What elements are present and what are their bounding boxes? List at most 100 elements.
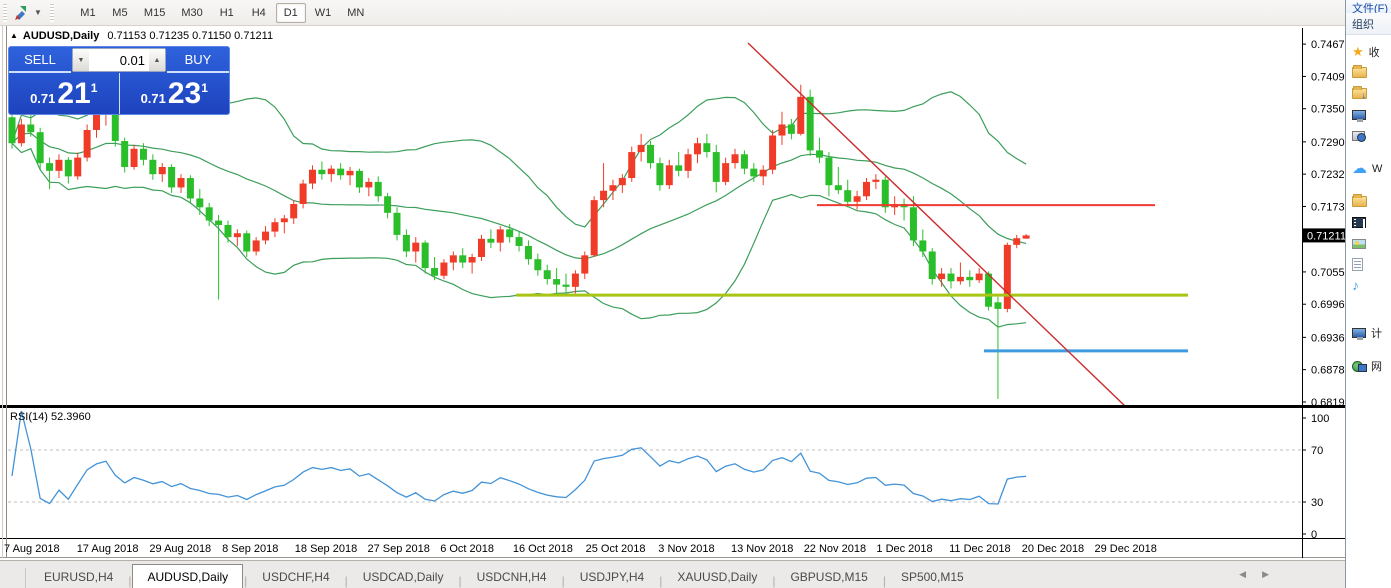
candle [496,226,504,252]
candle [27,113,35,137]
tab-USDCAD-Daily[interactable]: USDCAD,Daily [362,570,444,584]
timeframe-button-D1[interactable]: D1 [275,2,306,23]
timeframe-button-MN[interactable]: MN [347,6,365,19]
date-axis-label: 8 Sep 2018 [222,543,278,555]
candle [825,152,833,197]
tab-USDCNH-H4[interactable]: USDCNH,H4 [476,570,547,584]
explorer-item-label: 计 [1371,327,1382,340]
candle [844,179,852,208]
documents-icon [1352,258,1363,271]
bollinger-middle-band [11,132,1027,260]
explorer-file-menu[interactable]: 文件(F) [1346,0,1391,13]
timeframe-button-M5[interactable]: M5 [112,6,128,19]
explorer-item-computer[interactable]: 计 [1352,322,1391,343]
collapse-triangle-icon[interactable]: ▲ [10,31,18,40]
explorer-item-libraries[interactable] [1352,191,1391,212]
explorer-item-music[interactable]: ♪ [1352,275,1391,296]
sell-price-button[interactable]: 0.71 21 1 [9,73,120,114]
candle [834,166,842,195]
candle [581,251,589,280]
tab-AUDUSD-Daily[interactable]: AUDUSD,Daily [132,564,244,588]
explorer-item-folder[interactable] [1352,62,1391,83]
tab-scroll-left-icon[interactable]: ◀ [1239,569,1263,579]
explorer-item-recent[interactable] [1352,125,1391,146]
date-axis-label: 3 Nov 2018 [658,543,714,555]
candle [1013,234,1021,249]
date-axis-label: 16 Oct 2018 [513,543,573,555]
rsi-pane [8,410,1302,505]
timeframe-button-M1[interactable]: M1 [80,6,96,19]
rsi-axis-label: 100 [1311,413,1329,425]
candle [703,133,711,158]
chart-canvas[interactable]: 0.746750.740900.735050.729050.723200.717… [0,26,1345,560]
price-axis-label: 0.74675 [1311,39,1345,51]
candle [243,230,251,257]
date-axis-label: 6 Oct 2018 [440,543,494,555]
candle [553,268,561,296]
candle [252,237,260,256]
timeframe-group: M1 M5 M15 M30 H1 H4 D1 W1 MN [72,2,372,23]
chart-tool-dropdown-caret[interactable]: ▼ [34,8,42,17]
candle [46,157,54,190]
explorer-item-star[interactable]: ★ 收 [1352,41,1391,62]
candle [431,257,439,281]
rsi-indicator-label: RSI(14) 52.3960 [10,411,91,423]
explorer-item-label: W [1372,162,1383,175]
explorer-item-network[interactable]: 网 [1352,355,1391,376]
timeframe-button-W1[interactable]: W1 [314,6,332,19]
timeframe-button-H4[interactable]: H4 [251,6,266,19]
candle [534,253,542,276]
explorer-item-documents[interactable] [1352,254,1391,275]
tab-USDCHF-H4[interactable]: USDCHF,H4 [262,570,330,584]
buy-button[interactable]: BUY [167,47,229,73]
date-axis-label: 27 Sep 2018 [368,543,430,555]
candle [928,248,936,285]
price-axis-label: 0.68195 [1311,397,1345,409]
chart-cursor-tool-icon[interactable] [12,4,32,22]
volume-input[interactable] [89,49,149,71]
candle [224,220,232,243]
candle [731,148,739,169]
timeframe-button-M30[interactable]: M30 [181,6,203,19]
descending-trendline[interactable] [747,42,1127,407]
timeframe-button-M15[interactable]: M15 [143,6,166,19]
candle [806,89,814,156]
date-axis-label: 29 Aug 2018 [149,543,211,555]
candle [675,152,683,177]
candle [393,207,401,241]
candle [778,111,786,145]
buy-price-small: 0.71 [140,91,166,106]
tab-scroll-right-icon[interactable]: ▶ [1262,569,1285,579]
pictures-icon [1352,238,1366,249]
price-axis-label: 0.69965 [1311,299,1345,311]
sell-button[interactable]: SELL [9,47,71,73]
explorer-item-pictures[interactable] [1352,233,1391,254]
volume-decrease-button[interactable]: ▼ [73,49,89,71]
explorer-organize-button[interactable]: 组织 [1346,13,1391,35]
price-axis-label: 0.71735 [1311,201,1345,213]
tab-GBPUSD-M15[interactable]: GBPUSD,M15 [790,570,868,584]
price-axis-label: 0.69365 [1311,332,1345,344]
tab-bar-lead [0,568,26,588]
buy-price-button[interactable]: 0.71 23 1 [120,73,230,114]
candle [177,174,185,193]
explorer-item-desktop[interactable] [1352,104,1391,125]
explorer-item-videos[interactable] [1352,212,1391,233]
tab-SP500-M15[interactable]: SP500,M15 [900,570,964,584]
candle [862,178,870,201]
timeframe-button-H1[interactable]: H1 [219,6,234,19]
tab-USDJPY-H4[interactable]: USDJPY,H4 [579,570,645,584]
toolbar-grip[interactable] [3,3,7,22]
tab-XAUUSD-Daily[interactable]: XAUUSD,Daily [677,570,758,584]
tab-EURUSD-H4[interactable]: EURUSD,H4 [44,570,114,584]
candle [384,192,392,219]
explorer-item-cloud[interactable]: ☁ W [1352,158,1391,179]
pane-separator[interactable] [0,405,1345,408]
desktop-icon [1352,109,1366,122]
volume-increase-button[interactable]: ▲ [149,49,165,71]
current-price-tag-text: 0.71211 [1307,230,1345,242]
tab-separator: | [659,574,663,588]
explorer-item-folder-down[interactable] [1352,83,1391,104]
candle [186,175,194,204]
